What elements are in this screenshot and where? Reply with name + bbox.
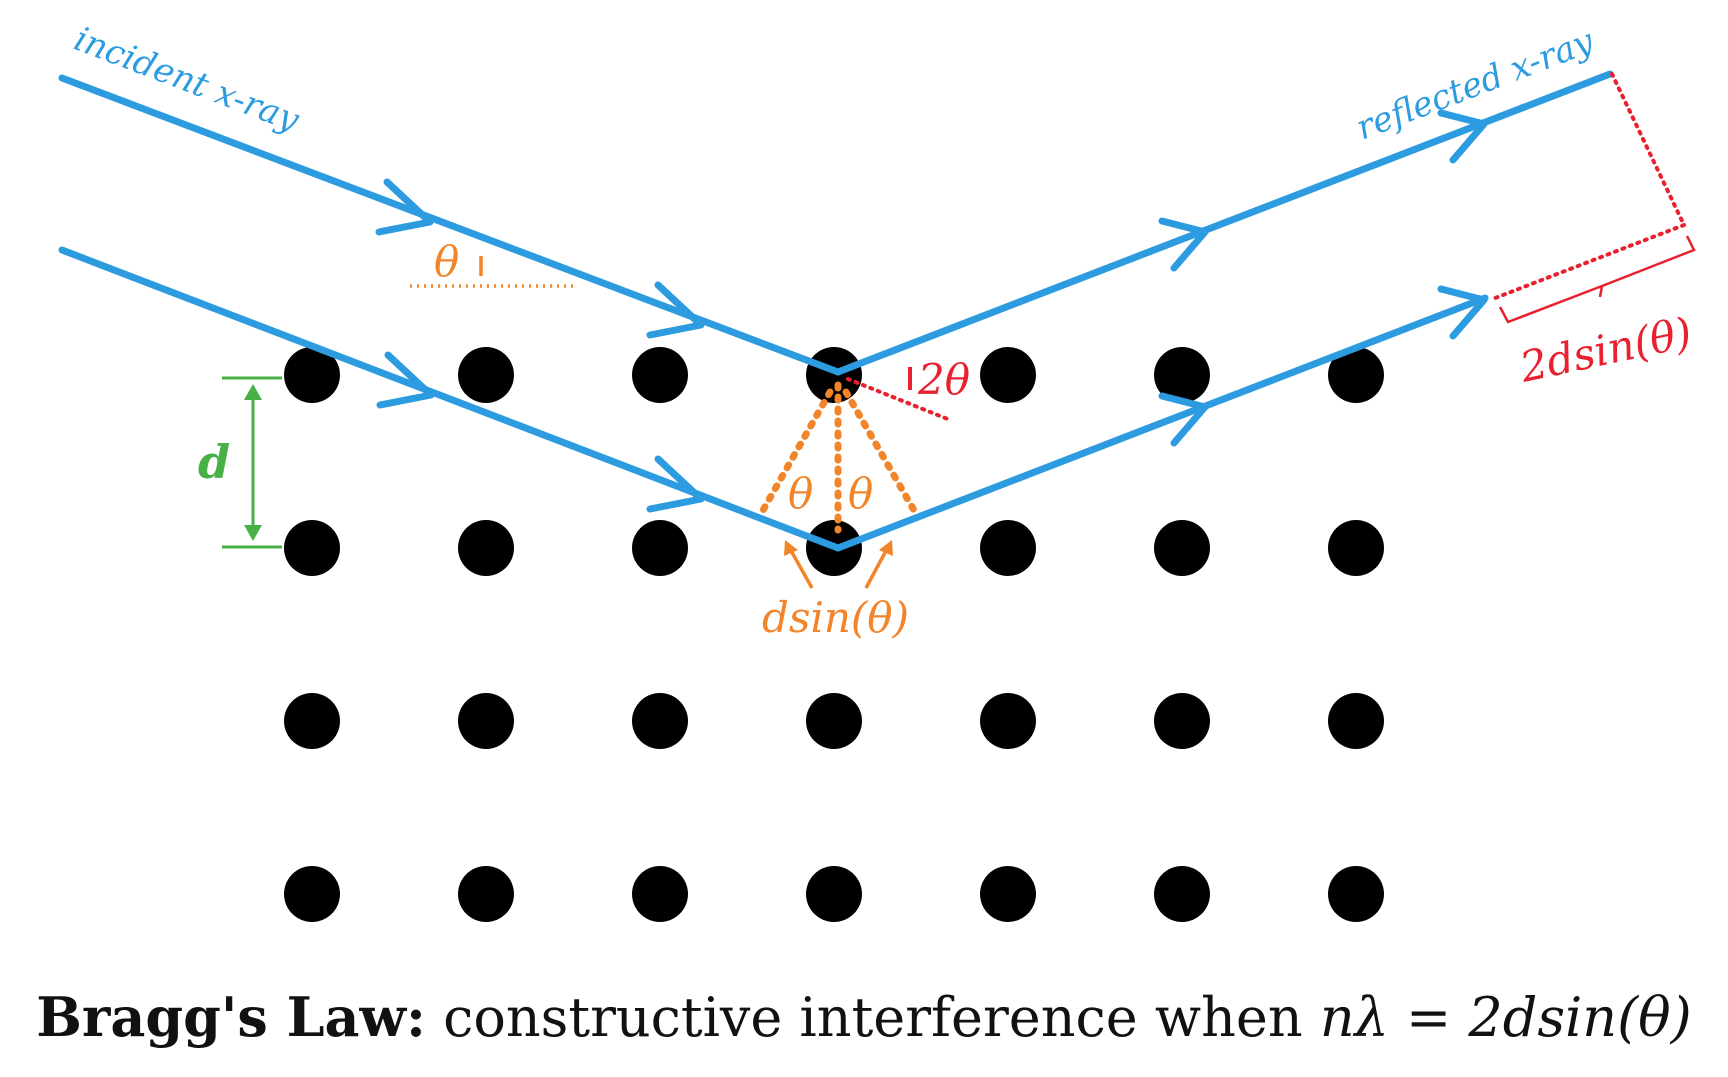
incident-rays xyxy=(58,74,842,552)
left-theta-line xyxy=(758,388,834,516)
normal-construction: θ θ dsin(θ) xyxy=(758,381,919,642)
lattice-atom xyxy=(806,866,862,922)
dsin-arrow-right-head xyxy=(879,540,893,556)
lattice-atom xyxy=(1154,347,1210,403)
reflected-ray-top xyxy=(834,70,1614,376)
lattice-atom xyxy=(632,693,688,749)
caption-title: Bragg's Law: xyxy=(36,985,426,1049)
lattice-atom xyxy=(1328,693,1384,749)
crystal-lattice xyxy=(284,347,1384,922)
incident-ray-bottom xyxy=(58,246,842,552)
two-theta-label: 2θ xyxy=(917,355,970,404)
bragg-caption: Bragg's Law: constructive interference w… xyxy=(0,985,1728,1049)
path-difference-bracket xyxy=(1498,235,1696,324)
path-difference-segment xyxy=(1488,223,1686,302)
incident-arrow-bottom-1 xyxy=(376,351,435,409)
reflected-arrow-top-1 xyxy=(1158,217,1209,272)
theta-right-label: θ xyxy=(848,469,873,518)
lattice-atom xyxy=(284,520,340,576)
lattice-atom xyxy=(458,693,514,749)
incident-arrow-top-1 xyxy=(375,178,434,236)
lattice-atom xyxy=(980,866,1036,922)
lattice-atom xyxy=(1154,866,1210,922)
lattice-atom xyxy=(1328,866,1384,922)
incident-angle-marker: θ xyxy=(410,237,575,288)
lattice-atom xyxy=(458,347,514,403)
two-theta-marker: 2θ xyxy=(846,355,970,422)
dsin-arrow-right-shaft xyxy=(864,546,890,589)
theta-left-label: θ xyxy=(788,469,813,518)
lattice-atom xyxy=(980,347,1036,403)
lattice-atom xyxy=(632,520,688,576)
caption-text: constructive interference when xyxy=(443,986,1303,1049)
incident-ray-top xyxy=(58,74,842,376)
lattice-atom xyxy=(458,520,514,576)
lattice-atom xyxy=(284,347,340,403)
two-dsin-label: 2dsin(θ) xyxy=(1515,308,1696,392)
lattice-atom xyxy=(1328,520,1384,576)
lattice-atom xyxy=(458,866,514,922)
reflected-arrow-bottom-2 xyxy=(1437,285,1488,340)
path-difference-construction: 2dsin(θ) xyxy=(1488,72,1696,392)
right-theta-line xyxy=(842,388,919,516)
d-arrow-up-head xyxy=(244,384,262,400)
dsin-label: dsin(θ) xyxy=(762,593,909,642)
lattice-atom xyxy=(1154,520,1210,576)
lattice-atom xyxy=(632,866,688,922)
incident-arrow-top-2 xyxy=(646,281,705,339)
two-theta-reference-line xyxy=(846,377,952,422)
reflected-ray-bottom xyxy=(834,294,1489,552)
d-label: d xyxy=(198,435,230,489)
caption-equation: nλ = 2dsin(θ) xyxy=(1319,986,1692,1049)
reflected-arrow-bottom-1 xyxy=(1158,392,1209,447)
dsin-arrow-left-shaft xyxy=(787,546,814,589)
lattice-atom xyxy=(806,347,862,403)
dsin-arrow-left-head xyxy=(784,540,798,556)
lattice-atom xyxy=(980,520,1036,576)
reflected-rays xyxy=(834,70,1614,552)
lattice-atom xyxy=(284,693,340,749)
lattice-atom xyxy=(806,693,862,749)
lattice-atom xyxy=(1154,693,1210,749)
bracket-center-tick xyxy=(1598,285,1604,298)
lattice-atom xyxy=(632,347,688,403)
theta-label: θ xyxy=(434,237,459,286)
d-arrow-down-head xyxy=(244,525,262,541)
lattice-atom xyxy=(1328,347,1384,403)
d-spacing-indicator: d xyxy=(198,376,282,549)
incident-arrow-bottom-2 xyxy=(646,455,705,513)
perpendicular-line-top xyxy=(1610,72,1686,227)
reflected-arrow-top-2 xyxy=(1437,109,1488,164)
lattice-atom xyxy=(284,866,340,922)
lattice-atom xyxy=(980,693,1036,749)
